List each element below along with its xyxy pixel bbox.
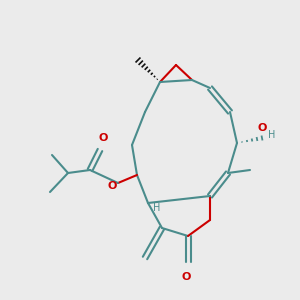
Text: O: O [98,133,108,143]
Text: O: O [107,181,117,191]
Text: H: H [153,203,160,213]
Text: H: H [268,130,275,140]
Text: O: O [258,123,267,133]
Text: O: O [181,272,191,282]
